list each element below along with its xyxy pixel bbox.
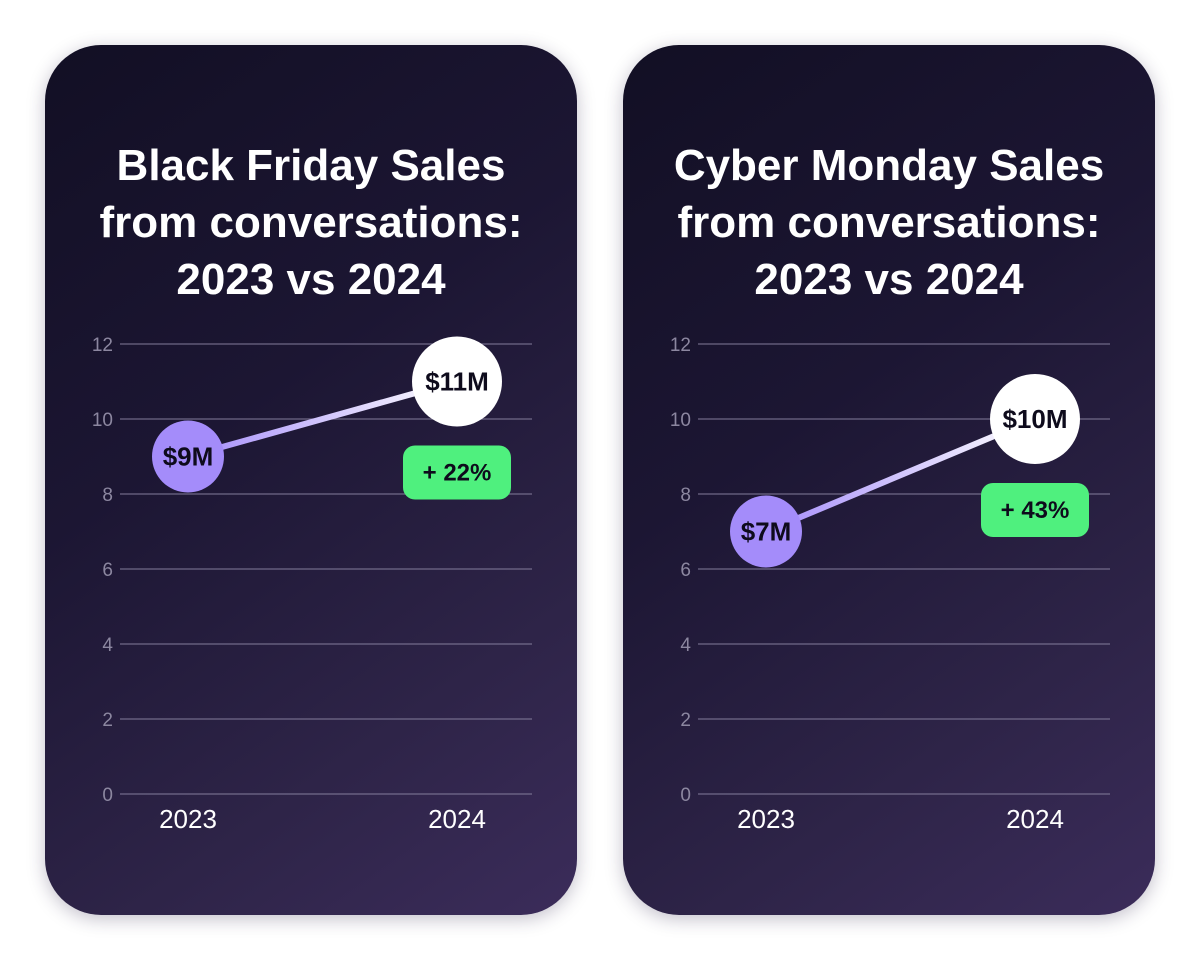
chart-title-line: Cyber Monday Sales bbox=[673, 141, 1105, 190]
chart-title-line: Black Friday Sales bbox=[116, 141, 506, 190]
data-label: $7M bbox=[741, 517, 792, 547]
y-tick-label: 2 bbox=[680, 710, 691, 731]
y-tick-label: 12 bbox=[670, 335, 691, 356]
chart-title-line: from conversations: bbox=[99, 198, 523, 247]
growth-badge bbox=[403, 445, 511, 500]
chart-title-line: 2023 vs 2024 bbox=[176, 255, 446, 304]
data-point-2023 bbox=[152, 420, 224, 493]
data-point-2024 bbox=[412, 336, 502, 427]
data-label: $9M bbox=[163, 442, 214, 472]
y-tick-label: 0 bbox=[680, 785, 691, 806]
chart-title-line: from conversations: bbox=[677, 198, 1101, 247]
y-tick-label: 10 bbox=[92, 410, 113, 431]
chart-title: Cyber Monday Sales from conversations: 2… bbox=[623, 137, 1155, 308]
y-tick-label: 4 bbox=[680, 635, 691, 656]
y-tick-label: 0 bbox=[102, 785, 113, 806]
x-tick-label: 2023 bbox=[737, 804, 795, 834]
y-tick-label: 8 bbox=[102, 485, 113, 506]
x-tick-label: 2024 bbox=[1006, 804, 1064, 834]
y-tick-label: 4 bbox=[102, 635, 113, 656]
y-tick-label: 6 bbox=[102, 560, 113, 581]
y-tick-label: 10 bbox=[670, 410, 691, 431]
cyber-monday-chart: 0 2 4 6 8 10 12 2023 2024 $7M $10M + 43% bbox=[670, 335, 1110, 834]
series-line bbox=[763, 416, 1038, 535]
series-line bbox=[185, 378, 460, 460]
growth-badge-label: + 22% bbox=[423, 460, 492, 487]
growth-badge bbox=[981, 483, 1089, 537]
y-tick-label: 2 bbox=[102, 710, 113, 731]
black-friday-card: Black Friday Sales from conversations: 2… bbox=[45, 45, 577, 915]
chart-title-line: 2023 vs 2024 bbox=[754, 255, 1024, 304]
data-point-2024 bbox=[990, 374, 1080, 464]
cyber-monday-card: Cyber Monday Sales from conversations: 2… bbox=[623, 45, 1155, 915]
black-friday-chart: 0 2 4 6 8 10 12 2023 2024 $9M $11M + 22% bbox=[92, 335, 532, 834]
y-tick-label: 8 bbox=[680, 485, 691, 506]
chart-title: Black Friday Sales from conversations: 2… bbox=[45, 137, 577, 308]
y-tick-label: 12 bbox=[92, 335, 113, 356]
data-label: $10M bbox=[1002, 404, 1067, 434]
data-label: $11M bbox=[425, 367, 489, 397]
y-tick-label: 6 bbox=[680, 560, 691, 581]
x-tick-label: 2024 bbox=[428, 804, 486, 834]
data-point-2023 bbox=[730, 495, 802, 568]
x-tick-label: 2023 bbox=[159, 804, 217, 834]
growth-badge-label: + 43% bbox=[1001, 497, 1070, 524]
